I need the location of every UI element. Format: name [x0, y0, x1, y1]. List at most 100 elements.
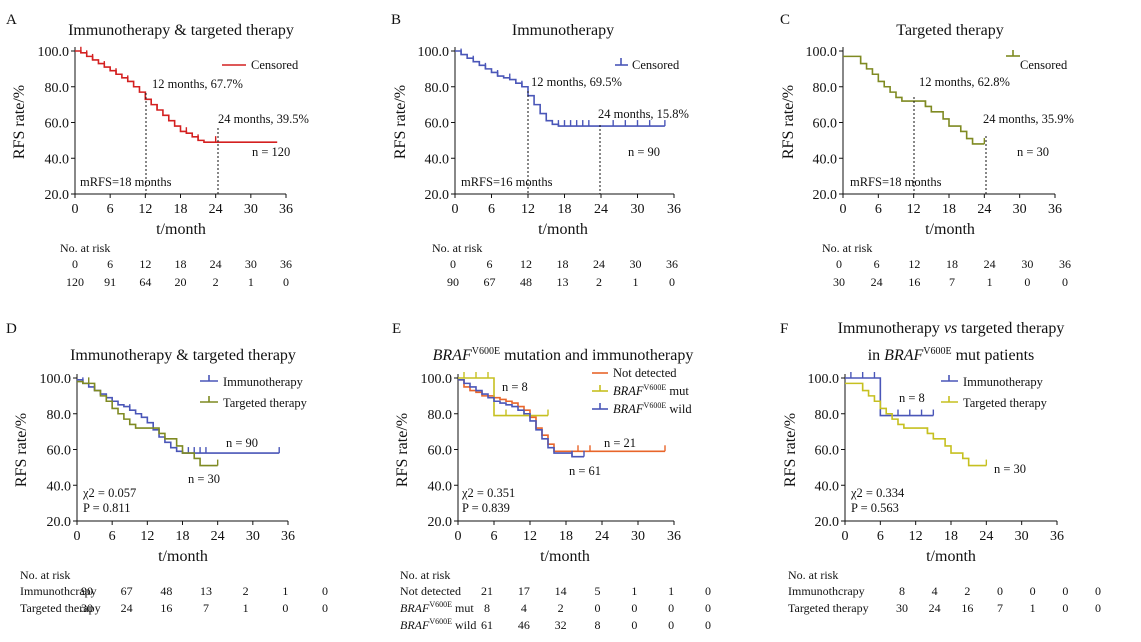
risk-count: 0: [668, 601, 674, 615]
risk-count: 0: [1062, 584, 1068, 598]
legend-targeted-f: Targeted therapy: [963, 396, 1048, 410]
panel-d: D Immunotherapy & targeted therapy 0 6 12 1…: [6, 321, 328, 615]
risk-count: 1: [633, 275, 639, 289]
risk-rows-b: 90 67 48 13 2 1 0: [447, 275, 675, 289]
risk-count: 0: [1062, 275, 1068, 289]
risk-time-label: 12: [139, 257, 151, 271]
risk-title-e: No. at risk: [400, 568, 450, 582]
x-tick-label: 12: [521, 202, 535, 217]
risk-count: 0: [1030, 584, 1036, 598]
risk-count: 90: [81, 584, 93, 598]
annotation-p-d: P = 0.811: [83, 501, 130, 515]
legend-censored-c: Censored: [1020, 58, 1068, 72]
risk-times-c: 0 6 12 18 24 30 36: [836, 257, 1071, 271]
legend-censored-b: Censored: [632, 58, 680, 72]
risk-count: 2: [596, 275, 602, 289]
risk-count: 1: [987, 275, 993, 289]
risk-rows-f: Immunothcrapy 8 4 2 0 0 0 0 Targeted therapy 30 24…: [788, 584, 1101, 615]
x-tick-label: 12: [138, 202, 152, 217]
y-tick-label: 40.0: [45, 152, 70, 167]
x-tick-label: 24: [977, 202, 991, 217]
risk-count: 21: [481, 584, 493, 598]
panel-c: C Targeted therapy 0 6 12 18 24 30 36 20.0 40.0 6…: [780, 12, 1074, 289]
panel-e-title: BRAFV600E mutation and immunotherapy: [433, 346, 694, 364]
x-tick-label: 30: [1015, 529, 1029, 544]
risk-time-label: 0: [836, 257, 842, 271]
annotation-chi-e: χ2 = 0.351: [461, 486, 515, 500]
y-tick-label: 100.0: [806, 45, 838, 60]
km-curve-immunotherapy: [845, 377, 934, 417]
legend-censored-a: Censored: [251, 58, 299, 72]
x-tick-label: 12: [907, 202, 921, 217]
x-tick-label: 18: [942, 202, 956, 217]
y-tick-label: 40.0: [813, 152, 838, 167]
risk-row-label: Immunothcrapy: [788, 584, 865, 598]
x-tick-label: 18: [176, 529, 190, 544]
risk-count: 7: [997, 601, 1003, 615]
panel-d-title: Immunotherapy & targeted therapy: [70, 347, 296, 364]
risk-time-label: 36: [666, 257, 678, 271]
risk-row-label: Not detected: [400, 584, 461, 598]
risk-count: 2: [243, 584, 249, 598]
risk-count: 67: [484, 275, 496, 289]
annotation-24m-a: 24 months, 39.5%: [218, 112, 309, 126]
risk-count: 1: [1030, 601, 1036, 615]
y-tick-label: 60.0: [425, 117, 450, 132]
risk-count: 16: [961, 601, 973, 615]
x-tick-label: 0: [840, 202, 847, 217]
x-tick-label: 0: [455, 529, 462, 544]
plot-area-d: 0 6 12 18 24 30 36 20.0 40.0 60.0 80.0 100.0: [40, 372, 296, 544]
risk-row-label: Immunothcrapy: [20, 584, 97, 598]
annotation-chi-d: χ2 = 0.057: [82, 486, 136, 500]
risk-count: 0: [322, 601, 328, 615]
y-tick-label: 80.0: [815, 408, 840, 423]
y-tick-label: 100.0: [38, 45, 70, 60]
risk-rows-a: 120 91 64 20 2 1 0: [66, 275, 289, 289]
km-curve-brafv600e-mut: [458, 377, 548, 417]
x-axis-label-d: t/month: [158, 548, 208, 565]
x-tick-label: 6: [109, 529, 116, 544]
legend-notdetected-e: Not detected: [613, 366, 677, 380]
x-tick-label: 6: [107, 202, 114, 217]
legend-immunotherapy-d: Immunotherapy: [223, 375, 304, 389]
y-tick-label: 40.0: [425, 152, 450, 167]
y-tick-label: 100.0: [40, 372, 72, 387]
x-axis-label-c: t/month: [925, 221, 975, 238]
risk-count: 30: [81, 601, 93, 615]
y-tick-label: 60.0: [47, 444, 72, 459]
annotation-mrfs-c: mRFS=18 months: [850, 175, 942, 189]
risk-time-label: 36: [1059, 257, 1071, 271]
risk-count: 0: [1062, 601, 1068, 615]
risk-count: 0: [669, 275, 675, 289]
panel-label-f: F: [780, 321, 788, 337]
risk-count: 0: [705, 584, 711, 598]
risk-count: 32: [555, 618, 567, 632]
risk-count: 91: [104, 275, 116, 289]
risk-count: 0: [283, 275, 289, 289]
risk-count: 2: [558, 601, 564, 615]
risk-count: 0: [1024, 275, 1030, 289]
risk-count: 16: [160, 601, 172, 615]
y-tick-label: 80.0: [45, 81, 70, 96]
annotation-24m-b: 24 months, 15.8%: [598, 107, 689, 121]
risk-count: 0: [631, 618, 637, 632]
risk-count: 8: [595, 618, 601, 632]
x-tick-label: 18: [174, 202, 188, 217]
x-tick-label: 12: [140, 529, 154, 544]
y-axis-label-c: RFS rate/%: [780, 85, 797, 159]
risk-title-b: No. at risk: [432, 241, 482, 255]
y-tick-label: 80.0: [425, 81, 450, 96]
x-tick-label: 0: [72, 202, 79, 217]
annotation-n8-e: n = 8: [502, 380, 528, 394]
risk-count: 48: [160, 584, 172, 598]
panel-f-title-line1: Immunotherapy vs targeted therapy: [838, 320, 1065, 337]
y-tick-label: 20.0: [47, 515, 72, 530]
risk-time-label: 30: [1021, 257, 1033, 271]
annotation-12m-c: 12 months, 62.8%: [919, 75, 1010, 89]
risk-count: 0: [595, 601, 601, 615]
legend-targeted-d: Targeted therapy: [223, 396, 308, 410]
x-tick-label: 18: [944, 529, 958, 544]
risk-row-label: Targeted therapy: [788, 601, 869, 615]
risk-count: 0: [705, 618, 711, 632]
